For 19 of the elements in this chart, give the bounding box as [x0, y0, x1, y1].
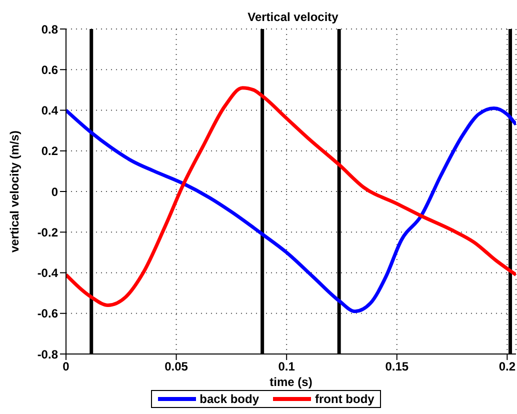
x-tick-label: 0.15 — [385, 360, 409, 374]
y-tick-label: 0.6 — [41, 62, 58, 77]
y-tick-label: -0.2 — [37, 225, 58, 240]
y-tick-label: 0.2 — [41, 144, 58, 158]
y-axis-title: vertical velocity (m/s) — [7, 130, 22, 253]
legend-label: front body — [314, 392, 374, 406]
y-tick-label: 0.4 — [41, 104, 58, 118]
chart-title: Vertical velocity — [246, 10, 340, 24]
x-tick-label: 0.05 — [164, 360, 188, 374]
y-tick-label: -0.4 — [37, 266, 58, 280]
legend-label: back body — [198, 392, 260, 406]
x-tick-label: 0 — [62, 360, 70, 374]
x-axis-title: time (s) — [270, 375, 312, 389]
x-tick-label: 0.2 — [498, 360, 516, 374]
x-tick-label: 0.1 — [278, 360, 296, 374]
y-tick-label: 0 — [51, 184, 58, 199]
y-tick-label: -0.6 — [37, 306, 58, 321]
y-tick-label: 0.8 — [41, 22, 58, 36]
y-tick-label: -0.8 — [37, 347, 58, 362]
